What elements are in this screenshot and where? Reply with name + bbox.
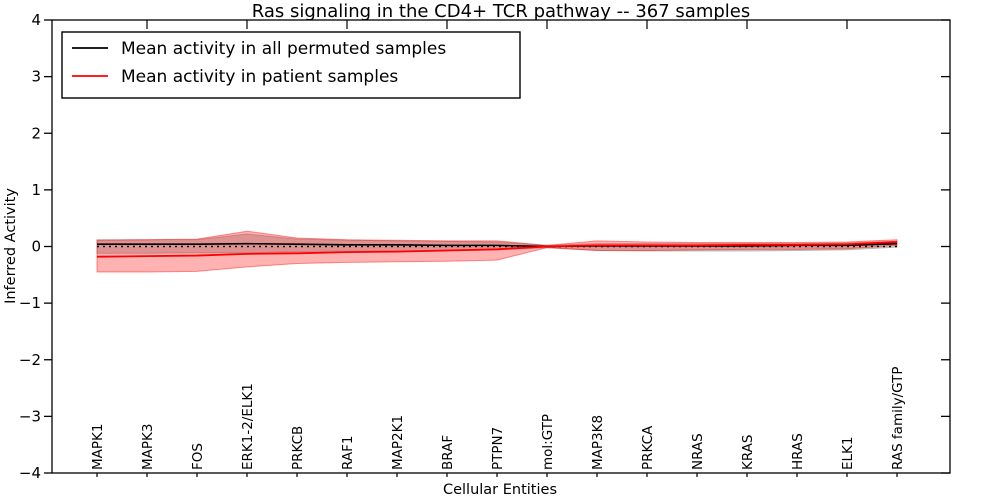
- x-tick-label: NRAS: [690, 433, 706, 470]
- y-tick-label: −4: [19, 464, 41, 482]
- x-tick-label: MAPK1: [90, 424, 106, 470]
- series-line-patient: [96, 241, 898, 258]
- y-tick-labels: 4 3 2 1 0 −1 −2 −3 −4: [19, 11, 41, 482]
- x-tick-label: PRKCB: [290, 426, 306, 470]
- x-tick-label: FOS: [190, 443, 206, 470]
- x-tick-label: RAF1: [340, 436, 356, 470]
- y-axis-label: Inferred Activity: [3, 188, 19, 304]
- y-tick-label: 0: [31, 238, 41, 256]
- y-tick-label: 1: [31, 181, 41, 199]
- x-tick-label: RAS family/GTP: [890, 366, 906, 470]
- y-tick-label: −1: [19, 294, 41, 312]
- x-tick-label: MAPK3: [140, 424, 156, 470]
- chart-title: Ras signaling in the CD4+ TCR pathway --…: [252, 1, 751, 22]
- y-tick-label: 3: [31, 68, 41, 86]
- y-tick-label: −2: [19, 351, 41, 369]
- legend-label-patient: Mean activity in patient samples: [121, 67, 398, 87]
- x-axis-label: Cellular Entities: [443, 482, 557, 498]
- axis-ticks: [44, 19, 950, 477]
- x-tick-labels: MAPK1 MAPK3 FOS ERK1-2/ELK1 PRKCB RAF1 MAP2K1 B…: [90, 366, 906, 470]
- x-tick-label: mol:GTP: [540, 414, 556, 470]
- x-tick-label: MAP2K1: [390, 415, 406, 470]
- legend: Mean activity in all permuted samples Me…: [61, 31, 521, 99]
- confidence-bands: [96, 230, 898, 273]
- series-line-permuted: [97, 242, 898, 248]
- x-tick-label: BRAF: [440, 435, 456, 470]
- patient-samples-range-band: [96, 230, 898, 273]
- y-tick-label: 4: [31, 11, 41, 29]
- x-tick-label: PTPN7: [490, 427, 506, 470]
- legend-label-permuted: Mean activity in all permuted samples: [121, 39, 446, 59]
- y-tick-label: 2: [31, 124, 41, 142]
- x-tick-label: ELK1: [840, 437, 856, 471]
- x-tick-label: PRKCA: [640, 425, 656, 470]
- legend-box: [61, 31, 521, 99]
- x-tick-label: KRAS: [740, 435, 756, 471]
- series-lines: [96, 241, 898, 258]
- x-tick-label: ERK1-2/ELK1: [240, 383, 256, 470]
- y-tick-label: −3: [19, 407, 41, 425]
- x-tick-label: MAP3K8: [590, 415, 606, 470]
- x-tick-label: HRAS: [790, 433, 806, 470]
